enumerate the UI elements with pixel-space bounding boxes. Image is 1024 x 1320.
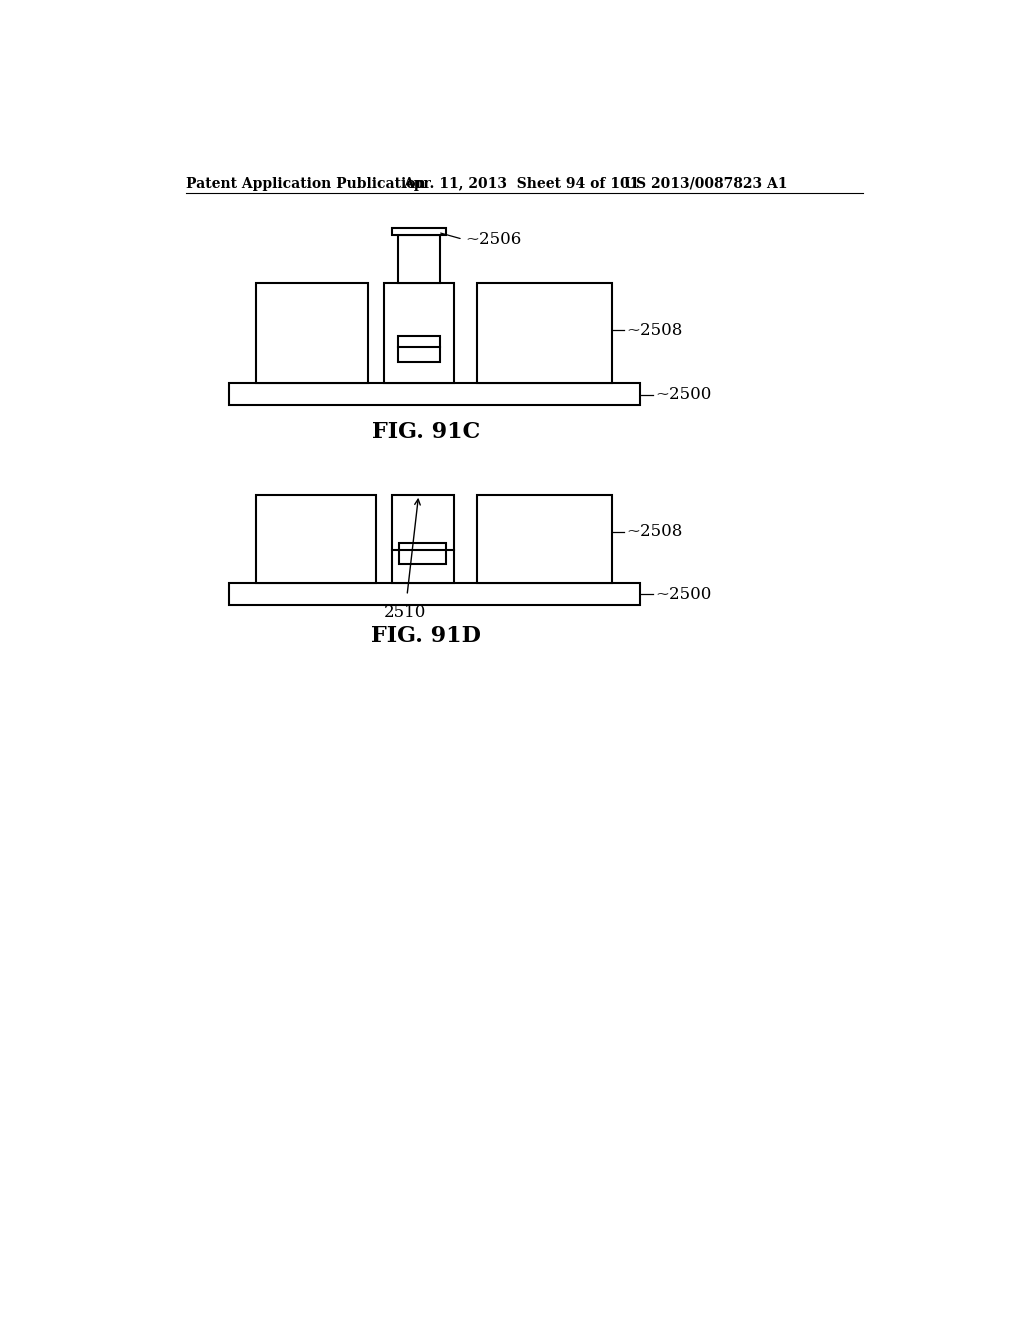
Text: ~2500: ~2500 — [655, 586, 712, 603]
Bar — [256, 284, 369, 383]
Bar — [399, 543, 445, 564]
Bar — [228, 583, 640, 605]
Bar — [477, 284, 612, 383]
Bar — [256, 495, 376, 583]
Bar — [384, 284, 454, 383]
Bar — [477, 495, 612, 583]
Bar — [397, 335, 439, 363]
Text: Patent Application Publication: Patent Application Publication — [186, 177, 426, 191]
Text: 2510: 2510 — [384, 605, 426, 622]
Bar — [397, 235, 439, 284]
Bar — [391, 495, 454, 583]
Text: FIG. 91D: FIG. 91D — [372, 624, 481, 647]
Text: US 2013/0087823 A1: US 2013/0087823 A1 — [624, 177, 787, 191]
Bar — [391, 227, 445, 235]
Text: FIG. 91C: FIG. 91C — [373, 421, 480, 442]
Text: ~2506: ~2506 — [465, 231, 521, 248]
Text: ~2508: ~2508 — [627, 322, 683, 339]
Text: ~2500: ~2500 — [655, 387, 712, 404]
Bar — [228, 383, 640, 405]
Text: Apr. 11, 2013  Sheet 94 of 101: Apr. 11, 2013 Sheet 94 of 101 — [403, 177, 640, 191]
Text: ~2508: ~2508 — [627, 523, 683, 540]
